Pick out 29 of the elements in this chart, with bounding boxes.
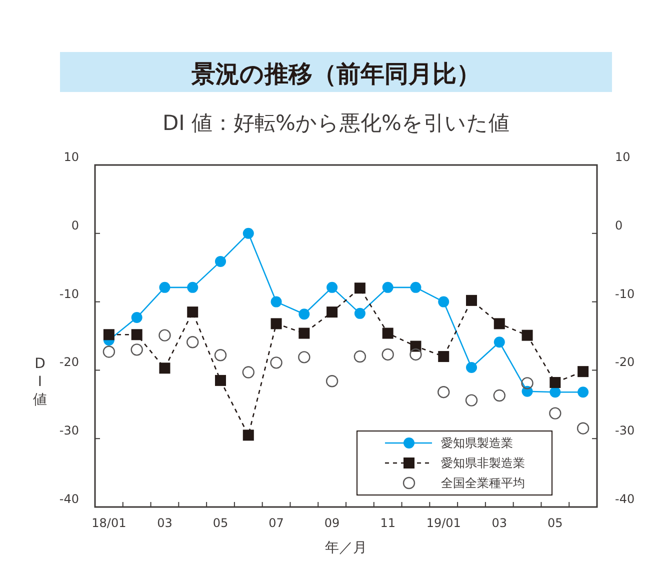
chart-subtitle: DI 値：好転%から悪化%を引いた値 (162, 111, 510, 135)
x-tick-label: 07 (268, 516, 284, 530)
x-tick-label: 19/01 (426, 516, 461, 530)
y-tick-label: -30 (59, 424, 79, 438)
y-tick-label: -10 (59, 286, 79, 301)
legend-label: 愛知県非製造業 (441, 456, 525, 470)
y-tick-label: 10 (64, 150, 79, 164)
legend-label: 愛知県製造業 (441, 436, 513, 450)
y-axis-title: DI値 (33, 356, 47, 408)
y2-tick-label: 10 (615, 150, 630, 164)
y-tick-label: 0 (71, 218, 79, 232)
x-tick-label: 03 (157, 516, 172, 530)
legend-label: 全国全業種平均 (441, 476, 525, 490)
x-axis-title: 年／月 (325, 540, 367, 556)
x-tick-label: 05 (212, 516, 228, 530)
y-tick-label: -40 (59, 492, 79, 506)
x-tick-label: 03 (492, 516, 508, 530)
chart-title: 景況の推移（前年同月比） (190, 60, 480, 88)
y2-tick-label: 0 (615, 218, 623, 232)
y2-tick-label: -20 (615, 355, 635, 370)
title: 景況の推移（前年同月比） (60, 52, 612, 92)
x-tick-label: 11 (380, 516, 396, 530)
x-tick-label: 05 (548, 516, 563, 530)
y2-tick-label: -10 (615, 286, 635, 301)
y-tick-label: -20 (59, 355, 79, 370)
y2-tick-label: -40 (615, 492, 635, 506)
x-tick-label: 18/01 (92, 516, 126, 530)
x-tick-label: 09 (324, 516, 340, 530)
y2-tick-label: -30 (615, 424, 635, 438)
